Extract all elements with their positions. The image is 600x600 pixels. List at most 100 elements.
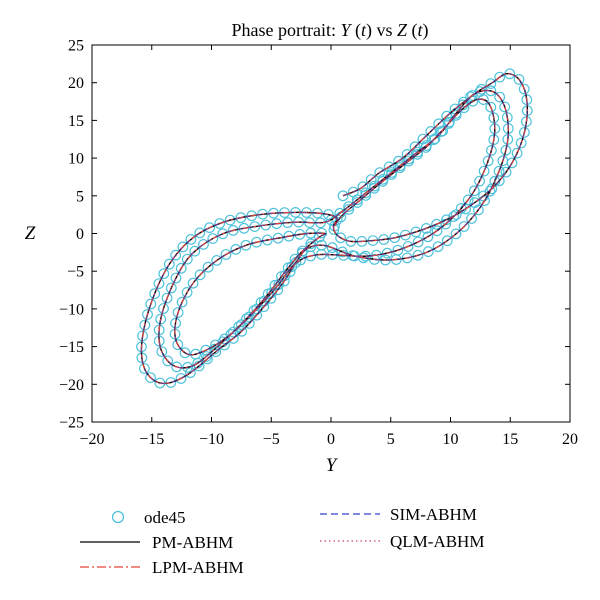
ode45-point (400, 229, 411, 241)
ode45-point (440, 218, 452, 230)
ode45-point (448, 211, 460, 222)
series-layer (136, 68, 533, 389)
ode45-point (473, 204, 484, 216)
ode45-point (220, 249, 232, 260)
ode45-point (383, 161, 395, 173)
ode45-point (412, 249, 424, 261)
y-tick-label: 5 (76, 188, 84, 205)
ode45-point (335, 232, 347, 244)
ode45-point (176, 296, 188, 308)
ode45-point (158, 303, 169, 314)
legend-label-sim-abhm: SIM-ABHM (390, 505, 477, 524)
ode45-point (515, 137, 527, 149)
ode45-point (392, 244, 404, 256)
ode45-point (409, 141, 421, 153)
ode45-point (323, 209, 334, 220)
ode45-point (420, 141, 432, 153)
ode45-point (410, 226, 422, 238)
ode45-point (246, 210, 258, 222)
ode45-point (286, 261, 298, 273)
ode45-point (238, 222, 250, 234)
ode45-point (482, 155, 494, 167)
series-qlm-abhm (140, 73, 528, 384)
ode45-point (381, 247, 393, 259)
y-axis-title: Z (25, 223, 36, 244)
ode45-point (272, 232, 284, 244)
ode45-point (486, 183, 498, 195)
ode45-point (518, 83, 530, 95)
legend-label-pm-abhm: PM-ABHM (152, 533, 233, 552)
ode45-point (485, 101, 497, 113)
ode45-point (153, 278, 165, 290)
ode45-point (145, 298, 157, 310)
ode45-point (513, 73, 525, 85)
legend-label-lpm-abhm: LPM-ABHM (152, 558, 244, 577)
ode45-point (412, 148, 423, 160)
ode45-point (187, 277, 199, 289)
ode45-point (484, 185, 496, 197)
ode45-point (494, 91, 506, 103)
ode45-point (172, 339, 184, 351)
x-tick-label: 20 (562, 431, 578, 448)
ode45-point (155, 313, 167, 325)
ode45-point (443, 118, 455, 129)
ode45-point (207, 233, 219, 245)
ode45-point (485, 78, 497, 89)
ode45-point (243, 311, 255, 323)
ode45-point (450, 109, 462, 121)
ode45-point (165, 377, 177, 388)
ode45-point (466, 213, 478, 224)
ode45-point (185, 233, 197, 245)
y-tick-label: −10 (59, 301, 84, 318)
ode45-point (175, 262, 187, 274)
ode45-point (162, 355, 174, 367)
ode45-point (501, 112, 513, 123)
y-tick-label: 0 (76, 226, 84, 243)
y-tick-label: −25 (59, 415, 84, 432)
ode45-point (393, 155, 404, 167)
x-tick-label: −15 (139, 431, 164, 448)
x-tick-label: −10 (199, 431, 224, 448)
ode45-point (156, 346, 168, 358)
y-tick-label: 15 (68, 113, 84, 130)
y-tick-label: 25 (68, 38, 84, 55)
y-tick-label: −5 (67, 264, 84, 281)
ode45-point (198, 238, 209, 250)
ode45-point (422, 231, 434, 243)
ode45-point (432, 241, 444, 253)
ode45-point (227, 224, 239, 236)
ode45-point (478, 165, 490, 177)
legend-label-ode45: ode45 (144, 508, 186, 527)
ode45-point (171, 361, 183, 373)
ode45-point (194, 227, 206, 239)
ode45-point (412, 236, 424, 248)
legend: ode45 PM-ABHM LPM-ABHM SIM-ABHM QLM-ABHM (80, 505, 484, 577)
ode45-point (422, 246, 434, 258)
ode45-point (403, 155, 415, 167)
ode45-point (499, 101, 511, 113)
ode45-point (161, 292, 173, 304)
y-tick-label: 10 (68, 151, 84, 168)
ode45-point (227, 326, 239, 338)
ode45-point (420, 222, 432, 234)
ode45-point (138, 363, 150, 374)
ode45-point (177, 241, 189, 253)
x-tick-label: 5 (387, 431, 395, 448)
ode45-point (142, 309, 153, 320)
ode45-point (194, 269, 206, 281)
legend-entry-ode45: ode45 (111, 508, 186, 527)
ode45-point (189, 245, 201, 257)
ode45-point (401, 252, 413, 264)
legend-label-qlm-abhm: QLM-ABHM (390, 532, 484, 551)
legend-entry-qlm-abhm: QLM-ABHM (320, 532, 484, 551)
ode45-point (368, 182, 380, 194)
ode45-point (493, 165, 505, 177)
x-axis-title: Y (326, 455, 339, 476)
ode45-point (511, 147, 523, 159)
ode45-point (230, 243, 242, 255)
ode45-point (305, 250, 317, 262)
x-tick-label: −5 (263, 431, 280, 448)
ode45-point (211, 254, 223, 266)
series-ode45 (136, 68, 533, 389)
y-tick-label: −20 (59, 377, 84, 394)
